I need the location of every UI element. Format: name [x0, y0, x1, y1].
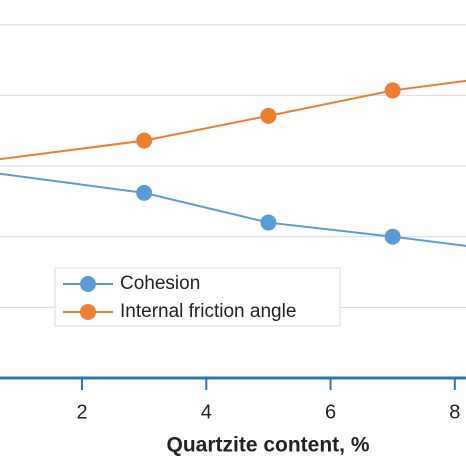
x-tick-label: 4: [201, 401, 212, 423]
x-tick-label: 2: [76, 401, 87, 423]
data-point: [136, 184, 153, 201]
legend-marker: [80, 304, 96, 320]
legend-label: Internal friction angle: [120, 301, 296, 322]
data-point: [384, 82, 401, 99]
x-tick-label: 6: [325, 401, 336, 423]
data-point: [136, 132, 153, 149]
data-point: [384, 228, 401, 245]
legend-marker: [80, 276, 96, 292]
legend: [54, 267, 341, 327]
data-point: [260, 107, 277, 124]
x-axis-title: Quartzite content, %: [166, 434, 369, 457]
x-tick-label: 8: [449, 401, 460, 423]
legend-label: Cohesion: [120, 273, 200, 294]
data-point: [260, 214, 277, 231]
